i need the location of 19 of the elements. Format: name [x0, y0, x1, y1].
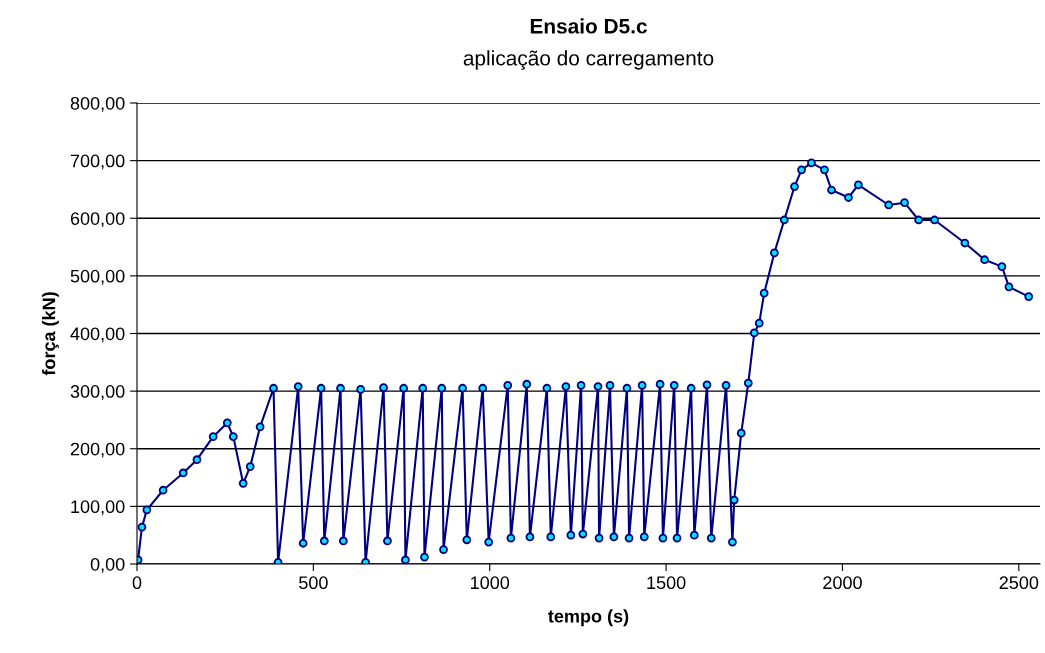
x-tick-label: 1000 — [471, 576, 510, 590]
y-tick-label: 600,00 — [70, 212, 125, 228]
x-tick-label: 2000 — [823, 576, 862, 590]
y-tick-label: 700,00 — [70, 154, 125, 170]
x-tick-label: 0 — [132, 576, 142, 590]
x-axis-title: tempo (s) — [548, 609, 629, 627]
y-tick-label: 200,00 — [70, 442, 125, 458]
x-tick-label: 500 — [299, 576, 328, 590]
y-tick-label: 400,00 — [70, 327, 125, 343]
x-tick-label: 2500 — [999, 576, 1039, 590]
y-tick-label: 100,00 — [71, 500, 125, 516]
y-tick-label: 800,00 — [70, 96, 125, 112]
y-tick-label: 0,00 — [90, 557, 125, 573]
y-tick-label: 300,00 — [70, 385, 125, 400]
y-tick-label: 500,00 — [70, 269, 125, 285]
y-axis-title: força (kN) — [42, 292, 59, 376]
chart-subtitle: aplicação do carregamento — [463, 50, 714, 70]
x-tick-label: 1500 — [647, 576, 686, 590]
chart-title: Ensaio D5.c — [530, 18, 647, 34]
